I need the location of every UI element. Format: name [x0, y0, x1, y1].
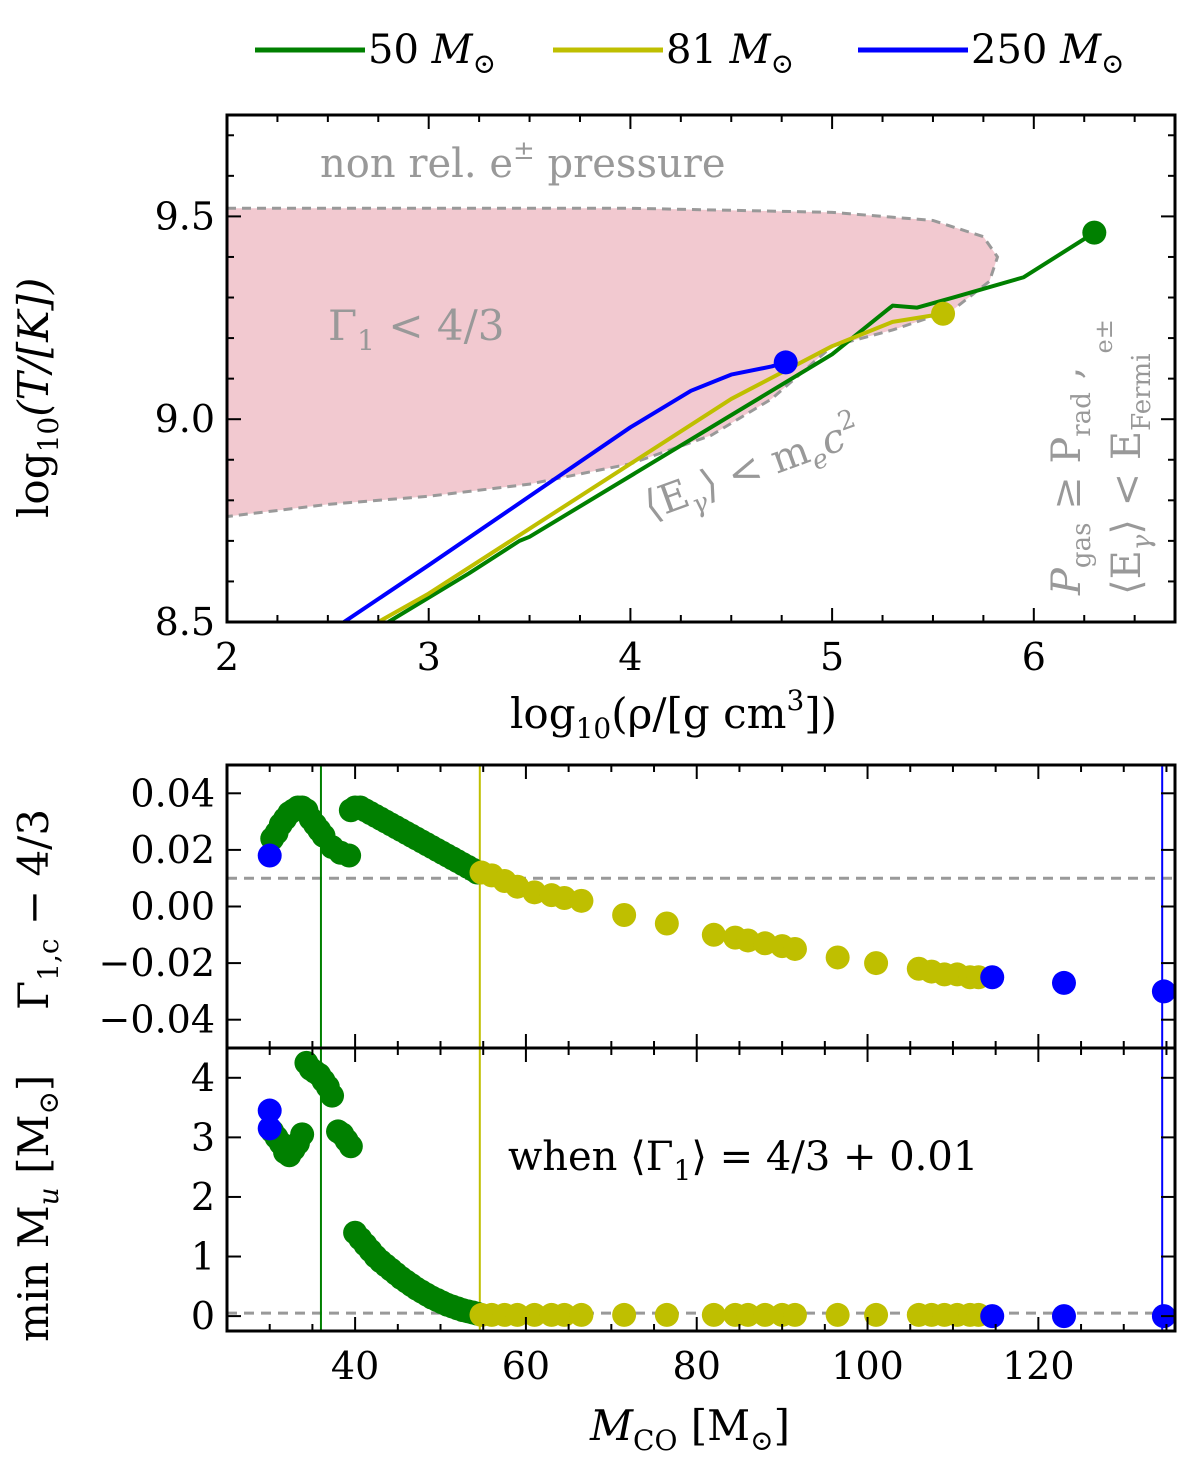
top-line-50	[387, 230, 1096, 622]
bottom-point-250	[257, 1098, 282, 1123]
bottom-point-250	[257, 1116, 282, 1141]
middle-point-250	[1051, 970, 1076, 995]
top-endpoint-50	[1082, 220, 1107, 245]
bottom-points	[257, 1050, 1175, 1329]
bottom-xtick-label: 60	[502, 1344, 550, 1388]
bottom-point-81	[522, 1302, 547, 1327]
legend-item-50: 50 M⊙	[255, 27, 496, 80]
bottom-x-axis-label: MCO [M⊙]	[589, 1401, 790, 1457]
top-y-axis-label: log10(T/[K])	[9, 278, 65, 518]
annotation-egamma-fermi: ⟨Eγ⟩ < EFermie±	[1090, 319, 1157, 595]
bottom-y-axis-label: min Mu [M⊙]	[9, 1075, 65, 1342]
bottom-annotation: when ⟨Γ1⟩ = 4/3 + 0.01	[508, 1134, 978, 1187]
bottom-ytick-label: 2	[191, 1175, 215, 1219]
middle-ytick-label: −0.04	[99, 998, 215, 1042]
bottom-point-50	[290, 1122, 315, 1147]
gamma-unstable-region	[227, 206, 1000, 519]
middle-point-81	[825, 945, 850, 970]
bottom-ytick-label: 4	[191, 1056, 215, 1100]
bottom-ytick-label: 0	[191, 1294, 215, 1338]
middle-point-81	[569, 888, 594, 913]
top-series-group	[342, 220, 1107, 622]
bottom-point-81	[753, 1302, 778, 1327]
bottom-point-81	[505, 1302, 530, 1327]
bottom-point-81	[552, 1302, 577, 1327]
top-ytick-label: 8.5	[155, 600, 215, 644]
annotation-gamma-lt: Γ1 < 4/3	[328, 301, 504, 357]
middle-ytick-label: 0.04	[130, 771, 215, 815]
middle-point-81	[654, 911, 679, 936]
bottom-point-250	[1051, 1304, 1076, 1329]
top-xtick-label: 3	[417, 635, 441, 679]
middle-point-81	[701, 922, 726, 947]
annotation-pgas-prad: Pgas ≥ Prad ,	[1044, 367, 1097, 596]
top-line-250	[342, 360, 787, 622]
bottom-point-81	[569, 1302, 594, 1327]
bottom-ytick-label: 1	[191, 1235, 215, 1279]
bottom-point-250	[980, 1304, 1005, 1329]
bottom-xtick-label: 120	[1002, 1344, 1075, 1388]
top-plot-frame	[225, 113, 1177, 624]
middle-ticks: 0.04 0.02 0.00 −0.02 −0.04	[99, 765, 1175, 1048]
top-xtick-label: 6	[1022, 635, 1046, 679]
bottom-point-81	[735, 1302, 760, 1327]
bottom-point-81	[612, 1302, 637, 1327]
top-line-81	[377, 311, 944, 622]
bottom-panel: 0 1 2 3 4 40 60 80 100 120 when ⟨Γ1⟩ = 4/3 + 0.01…	[9, 1046, 1177, 1457]
top-panel: 2 3 4 5 6 8.5 9.0 9.5 non rel. e± pressure Γ1 <…	[9, 113, 1177, 745]
bottom-plot-frame	[225, 1046, 1177, 1333]
middle-point-81	[782, 936, 807, 961]
top-ytick-label: 9.5	[155, 194, 215, 238]
legend-item-250: 250 M⊙	[858, 27, 1125, 80]
annotation-nonrel-pressure: non rel. e± pressure	[320, 136, 726, 187]
legend-label-81: 81 M⊙	[666, 27, 794, 80]
legend: 50 M⊙ 81 M⊙ 250 M⊙	[255, 27, 1125, 80]
bottom-ytick-label: 3	[191, 1115, 215, 1159]
top-xtick-label: 4	[618, 635, 642, 679]
bottom-point-81	[654, 1302, 679, 1327]
bottom-point-81	[701, 1302, 726, 1327]
top-endpoint-250	[773, 350, 798, 375]
middle-point-50	[337, 843, 362, 868]
middle-point-250	[980, 965, 1005, 990]
legend-label-250: 250 M⊙	[971, 27, 1125, 80]
bottom-point-50	[320, 1083, 345, 1108]
bottom-point-50	[338, 1134, 363, 1159]
legend-item-81: 81 M⊙	[553, 27, 794, 80]
middle-ytick-label: −0.02	[99, 941, 215, 985]
middle-ytick-label: 0.02	[130, 828, 215, 872]
top-xtick-label: 5	[820, 635, 844, 679]
top-ticks: 2 3 4 5 6 8.5 9.0 9.5	[155, 115, 1175, 679]
legend-label-50: 50 M⊙	[368, 27, 496, 80]
middle-point-81	[612, 902, 637, 927]
bottom-reference-lines	[227, 1048, 1175, 1331]
bottom-ticks: 0 1 2 3 4 40 60 80 100 120	[191, 1048, 1175, 1388]
middle-ytick-label: 0.00	[130, 885, 215, 929]
middle-point-250	[257, 843, 282, 868]
bottom-xtick-label: 80	[673, 1344, 721, 1388]
middle-point-81	[864, 951, 889, 976]
top-x-axis-label: log10(ρ/[g cm3])	[510, 684, 837, 745]
top-endpoint-81	[931, 301, 956, 326]
middle-point-250	[1151, 979, 1175, 1004]
bottom-point-81	[864, 1302, 889, 1327]
bottom-point-81	[782, 1302, 807, 1327]
middle-y-axis-label: Γ1,c − 4/3	[9, 809, 65, 1010]
top-xtick-label: 2	[215, 635, 239, 679]
bottom-xtick-label: 40	[331, 1344, 379, 1388]
bottom-xtick-label: 100	[831, 1344, 904, 1388]
middle-panel: 0.04 0.02 0.00 −0.02 −0.04 Γ1,c − 4/3	[9, 763, 1177, 1050]
middle-points	[257, 795, 1175, 1004]
top-ytick-label: 9.0	[155, 397, 215, 441]
bottom-point-81	[825, 1302, 850, 1327]
